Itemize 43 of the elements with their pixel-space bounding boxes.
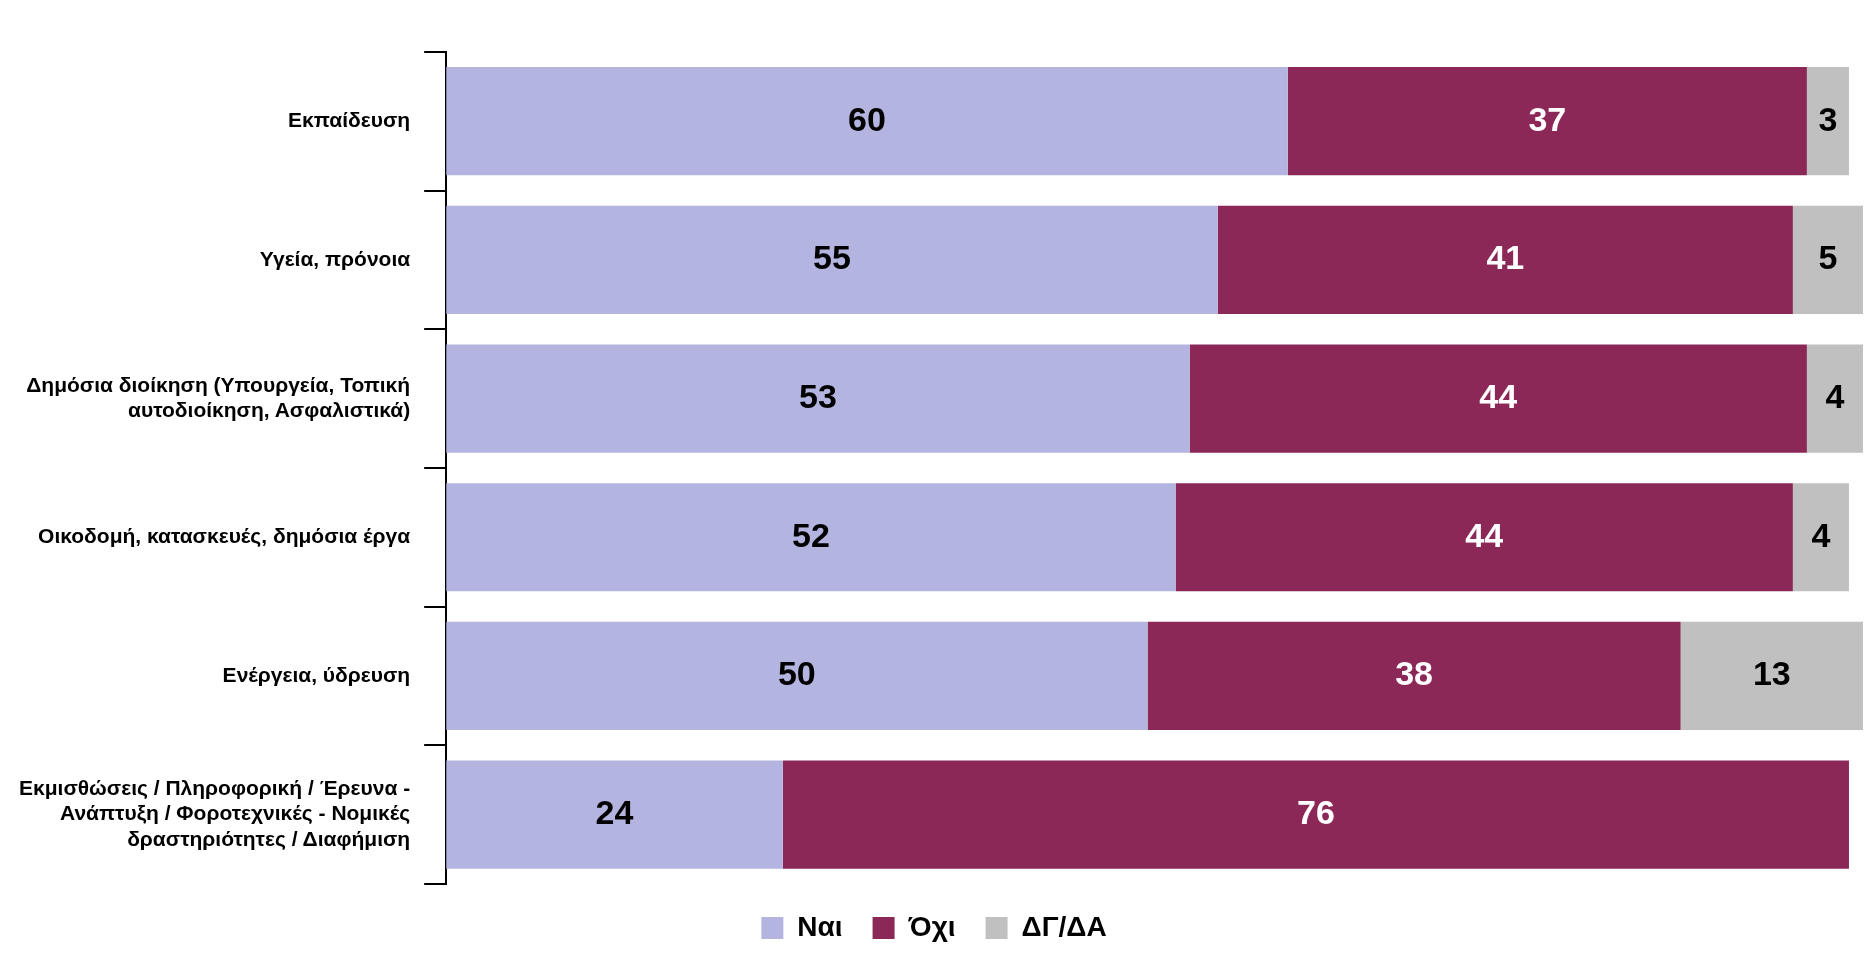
bar [1217,205,1793,314]
bar [446,67,1288,176]
data-label: 44 [1465,515,1504,554]
y-tick-label: Οικοδομή, κατασκευές, δημόσια έργα [38,524,411,549]
bar [1792,205,1863,314]
bar [1189,344,1807,453]
y-tick-label: Εκμισθώσεις / Πληροφορική / Έρευνα - Ανάπτυξη / Φοροτεχνικές - Νομικές δραστηριότητες / Διαφήμιση [18,776,411,851]
data-label: 60 [848,99,886,138]
y-tick-label: Εκπαίδευση [288,107,411,131]
bar [1806,344,1863,453]
data-label: 55 [813,238,851,277]
bar [446,344,1190,453]
y-tick-label: Υγεία, πρόνοια [259,246,411,270]
legend-label: Όχι [907,910,956,942]
data-label: 41 [1486,238,1525,277]
bar [1147,621,1681,731]
data-label: 4 [1811,515,1831,554]
data-label: 76 [1296,793,1335,832]
bar [446,205,1218,314]
bar [1175,483,1793,592]
data-label: 38 [1395,654,1434,693]
data-label: 3 [1818,99,1838,138]
legend-label: ΔΓ/ΔΑ [1021,910,1107,942]
data-label: 50 [777,654,816,693]
data-label: 13 [1752,654,1791,693]
y-tick-label: Δημόσια διοίκηση (Υπουργεία, Τοπική αυτοδιοίκηση, Ασφαλιστικά) [26,372,411,421]
data-label: 5 [1818,238,1838,277]
bar [1287,67,1807,176]
bar [1792,483,1849,592]
data-label: 24 [595,793,634,832]
data-label: 4 [1825,376,1845,415]
legend-label: Ναι [797,910,843,942]
bar [1680,621,1863,731]
data-label: 44 [1479,376,1518,415]
bar [1806,67,1849,176]
bar [782,760,1849,869]
data-label: 37 [1528,99,1567,138]
data-label: 52 [791,515,830,554]
y-tick-label: Ενέργεια, ύδρευση [222,662,411,686]
bar [446,621,1148,731]
bar [446,760,783,869]
bar [446,483,1176,592]
data-label: 53 [799,376,837,415]
